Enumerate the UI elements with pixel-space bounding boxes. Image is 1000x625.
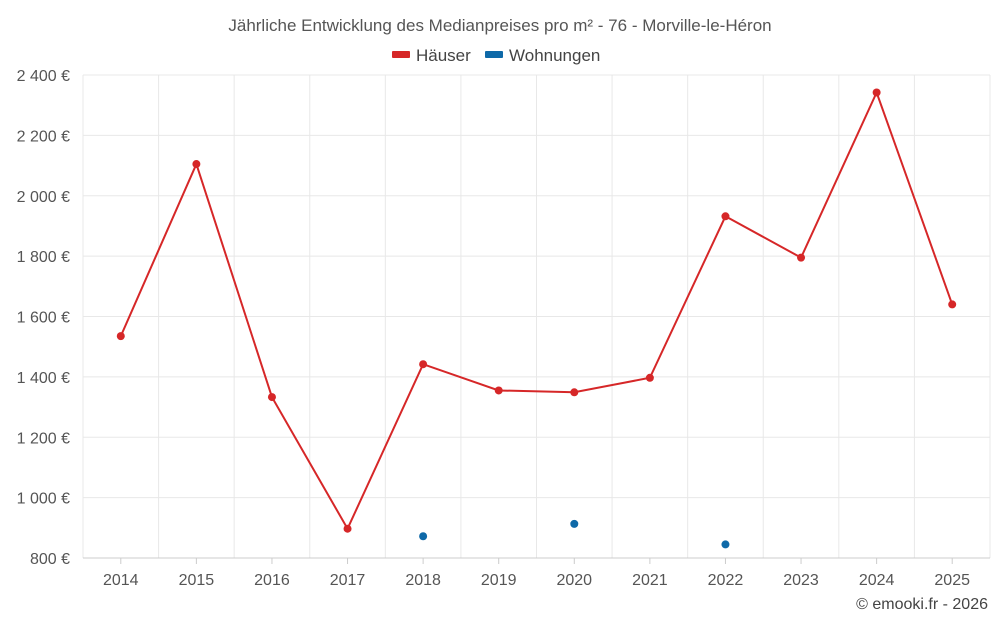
data-point-haeuser-2017[interactable] (343, 524, 352, 533)
x-tick-label: 2023 (783, 572, 819, 589)
legend-swatch-wohnungen (485, 51, 503, 58)
y-tick-label: 2 000 € (17, 189, 70, 206)
x-tick-label: 2015 (179, 572, 215, 589)
x-tick-label: 2020 (556, 572, 592, 589)
data-point-haeuser-2019[interactable] (494, 386, 503, 395)
data-point-haeuser-2022[interactable] (721, 212, 730, 221)
x-tick-label: 2025 (934, 572, 970, 589)
y-tick-label: 800 € (30, 551, 70, 568)
legend[interactable]: Häuser Wohnungen (392, 46, 600, 65)
data-point-haeuser-2018[interactable] (419, 360, 428, 369)
data-point-haeuser-2016[interactable] (267, 393, 276, 402)
series (116, 88, 957, 549)
y-tick-label: 2 200 € (17, 128, 70, 145)
data-point-wohnungen-2022[interactable] (721, 540, 730, 549)
x-axis: 2014 2015 2016 2017 2018 2019 2020 2021 2022 2023… (83, 557, 990, 589)
data-point-haeuser-2021[interactable] (645, 373, 654, 382)
y-tick-label: 1 400 € (17, 370, 70, 387)
legend-label-haeuser: Häuser (416, 46, 471, 65)
y-tick-label: 1 600 € (17, 310, 70, 327)
data-point-haeuser-2014[interactable] (116, 332, 125, 341)
data-point-wohnungen-2020[interactable] (570, 519, 579, 528)
data-point-haeuser-2024[interactable] (872, 88, 881, 97)
legend-item-haeuser[interactable]: Häuser (392, 46, 471, 65)
series-line-0 (119, 89, 954, 531)
x-tick-label: 2014 (103, 572, 139, 589)
chart-title: Jährliche Entwicklung des Medianpreises … (228, 16, 771, 35)
y-tick-label: 1 800 € (17, 249, 70, 266)
data-point-haeuser-2025[interactable] (948, 300, 957, 309)
data-point-haeuser-2020[interactable] (570, 388, 579, 397)
y-axis: 800 € 1 000 € 1 200 € 1 400 € 1 600 € 1 800 €… (17, 68, 70, 568)
y-tick-label: 1 200 € (17, 430, 70, 447)
data-point-wohnungen-2018[interactable] (419, 532, 428, 541)
grid (82, 74, 991, 559)
y-tick-label: 1 000 € (17, 491, 70, 508)
x-tick-label: 2018 (405, 572, 441, 589)
data-point-haeuser-2023[interactable] (797, 253, 806, 262)
legend-label-wohnungen: Wohnungen (509, 46, 600, 65)
x-tick-label: 2024 (859, 572, 895, 589)
legend-item-wohnungen[interactable]: Wohnungen (485, 46, 600, 65)
x-tick-label: 2021 (632, 572, 668, 589)
x-tick-label: 2019 (481, 572, 517, 589)
data-point-haeuser-2015[interactable] (192, 160, 201, 169)
y-tick-label: 2 400 € (17, 68, 70, 85)
x-tick-label: 2016 (254, 572, 290, 589)
legend-swatch-haeuser (392, 51, 410, 58)
credit-text: © emooki.fr - 2026 (856, 596, 988, 613)
x-tick-label: 2017 (330, 572, 366, 589)
x-tick-label: 2022 (708, 572, 744, 589)
